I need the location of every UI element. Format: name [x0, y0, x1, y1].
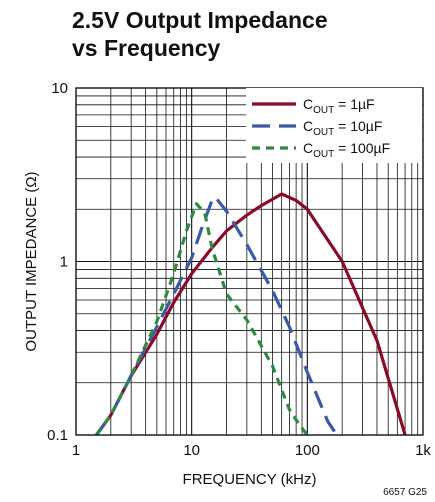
chart-title-line-1: 2.5V Output Impedance: [72, 7, 328, 33]
series-lines: [95, 192, 407, 436]
y-tick-label: 10: [51, 80, 68, 97]
legend-label-subscript: OUT: [313, 149, 334, 160]
legend-label-main: C: [303, 140, 313, 156]
chart-title-line-2: vs Frequency: [72, 35, 221, 61]
series-line-2: [95, 195, 339, 436]
legend-label-value: = 100µF: [334, 140, 390, 156]
legend-label-3: COUT = 100µF: [303, 140, 390, 160]
legend-label-2: COUT = 10µF: [303, 118, 382, 138]
figure-id: 6657 G25: [383, 487, 427, 498]
y-axis-label: OUTPUT IMPEDANCE (Ω): [23, 171, 40, 351]
x-tick-label: 1k: [415, 442, 431, 459]
legend-label-subscript: OUT: [313, 105, 334, 116]
x-tick-label: 100: [295, 442, 320, 459]
y-tick-label: 1: [60, 254, 68, 271]
legend-label-main: C: [303, 118, 313, 134]
legend-label-value: = 10µF: [334, 118, 382, 134]
x-axis-label: FREQUENCY (kHz): [183, 471, 317, 488]
series-line-3: [95, 202, 309, 436]
legend-label-main: C: [303, 96, 313, 112]
x-tick-label: 10: [183, 442, 200, 459]
legend-box: [246, 88, 422, 163]
series-line-1: [95, 192, 407, 436]
legend-label-1: COUT = 1µF: [303, 96, 375, 116]
legend-label-subscript: OUT: [313, 127, 334, 138]
chart-title: 2.5V Output Impedance vs Frequency: [72, 6, 328, 62]
x-tick-label: 1: [72, 442, 80, 459]
legend-label-value: = 1µF: [334, 96, 374, 112]
y-tick-label: 0.1: [47, 427, 68, 444]
